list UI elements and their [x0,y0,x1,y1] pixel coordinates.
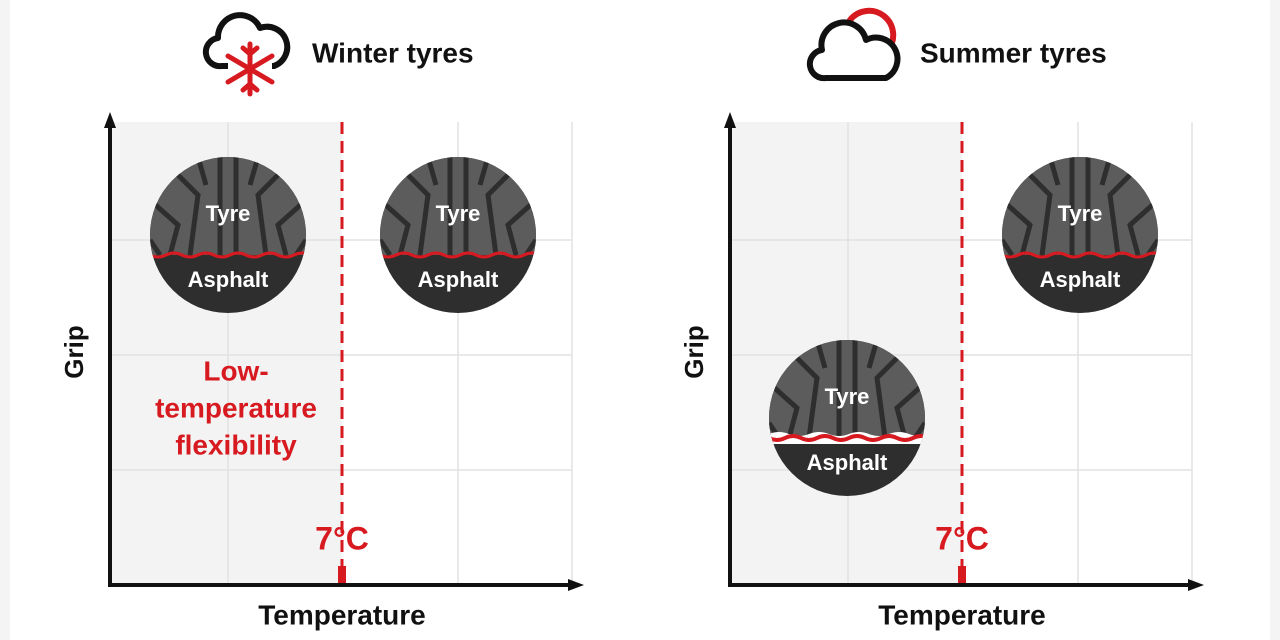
threshold-tick [338,566,346,585]
tyre-label: Tyre [1058,201,1103,226]
panel: Summer tyres 7°C Grip Temperature Tyre Asphal… [679,37,1204,630]
axes [108,125,572,587]
tread-grooves [380,157,536,257]
summer-icon [806,7,901,82]
contact-line [150,251,306,259]
contact-line [769,434,925,442]
threshold-label: 7°C [315,520,369,556]
tyre-diagram: Tyre Asphalt [380,157,536,313]
tread-grooves [150,157,306,257]
winter-icon [202,12,291,97]
axes [728,125,1192,587]
edge [0,0,10,640]
y-arrow [724,112,736,128]
x-arrow [1188,579,1204,591]
tyre-label: Tyre [206,201,251,226]
threshold-label: 7°C [935,520,989,556]
annotation: temperature [155,392,317,423]
tyre-label: Tyre [825,384,870,409]
y-arrow [104,112,116,128]
annotation: Low- [203,355,268,386]
x-axis-label: Temperature [258,599,426,630]
tread-grooves [769,340,925,440]
contact-line [1002,251,1158,259]
asphalt-label: Asphalt [1040,267,1121,292]
contact-line [380,251,536,259]
panel: Winter tyres 7°C Grip Temperature Low-temper… [59,37,584,630]
threshold-tick [958,566,966,585]
edge [1270,0,1280,640]
x-axis-label: Temperature [878,599,1046,630]
tread-grooves [1002,157,1158,257]
y-axis-label: Grip [679,325,709,378]
asphalt-label: Asphalt [807,450,888,475]
tyre-diagram: Tyre Asphalt [769,340,925,496]
tyre-label: Tyre [436,201,481,226]
annotation: flexibility [175,429,297,460]
x-arrow [568,579,584,591]
asphalt-label: Asphalt [418,267,499,292]
panel-title: Winter tyres [312,37,474,68]
y-axis-label: Grip [59,325,89,378]
asphalt-label: Asphalt [188,267,269,292]
panel-title: Summer tyres [920,37,1107,68]
